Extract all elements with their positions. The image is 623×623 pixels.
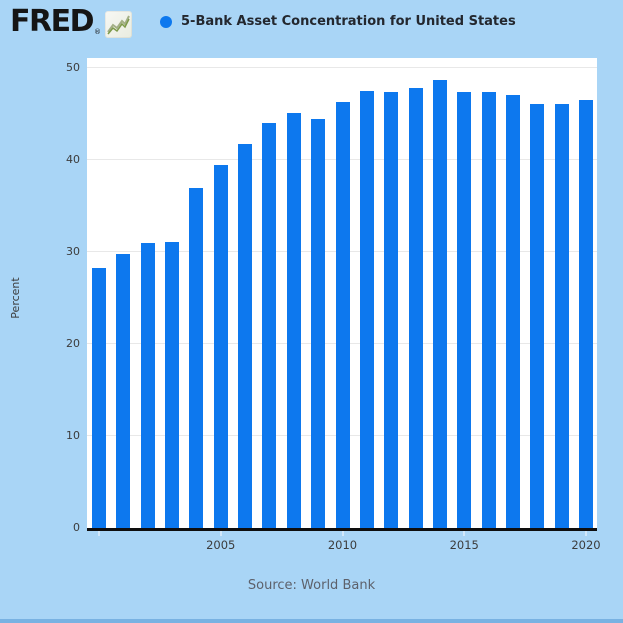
- bar: [311, 119, 326, 528]
- source-text: Source: World Bank: [247, 578, 376, 593]
- x-axis-tick: [98, 531, 100, 536]
- y-axis-title: Percent: [8, 277, 22, 319]
- bar: [359, 90, 374, 528]
- x-axis-tick: [463, 531, 466, 536]
- bar: [408, 87, 423, 528]
- x-axis-tick-label: 2015: [449, 538, 479, 552]
- x-axis-tick: [219, 531, 222, 536]
- fred-logo[interactable]: FRED ®: [10, 6, 132, 38]
- registered-trademark: ®: [94, 28, 101, 36]
- bar: [554, 104, 569, 528]
- y-axis-tick-label: 30: [66, 244, 80, 258]
- bar: [213, 165, 228, 528]
- plot-area: [87, 58, 597, 531]
- legend-series-marker: [160, 15, 172, 28]
- x-axis-tick-label: 2005: [206, 538, 236, 552]
- x-axis-tick: [585, 531, 587, 536]
- fred-logo-text: FRED: [10, 4, 95, 39]
- bar: [262, 122, 277, 528]
- sparkline-icon: [105, 11, 132, 38]
- x-axis-tick-label: 2020: [571, 538, 601, 552]
- bar: [579, 99, 593, 528]
- y-axis-tick-label: 0: [73, 521, 80, 534]
- series-title[interactable]: 5-Bank Asset Concentration for United St…: [181, 14, 516, 29]
- bar: [505, 95, 520, 528]
- y-axis-tick-label: 10: [66, 428, 80, 442]
- chart-legend: 5-Bank Asset Concentration for United St…: [160, 14, 516, 29]
- bar: [457, 92, 472, 528]
- bar: [116, 254, 131, 528]
- bar: [481, 92, 496, 528]
- bar: [530, 104, 545, 528]
- bar: [335, 101, 350, 528]
- bottom-accent-strip: [0, 619, 623, 623]
- x-axis-tick-label: 2010: [327, 538, 358, 552]
- y-axis-tick-label: 50: [66, 60, 80, 74]
- bar: [384, 92, 399, 528]
- y-axis-tick-label: 20: [66, 336, 80, 350]
- bar: [189, 188, 204, 528]
- bar: [140, 242, 155, 528]
- bar: [165, 241, 180, 528]
- x-axis-tick: [341, 531, 344, 536]
- y-axis-tick-label: 40: [66, 152, 80, 166]
- gridline: [87, 66, 597, 68]
- bar: [286, 112, 301, 528]
- bar: [238, 143, 253, 528]
- bar: [92, 268, 106, 528]
- bar: [432, 80, 447, 528]
